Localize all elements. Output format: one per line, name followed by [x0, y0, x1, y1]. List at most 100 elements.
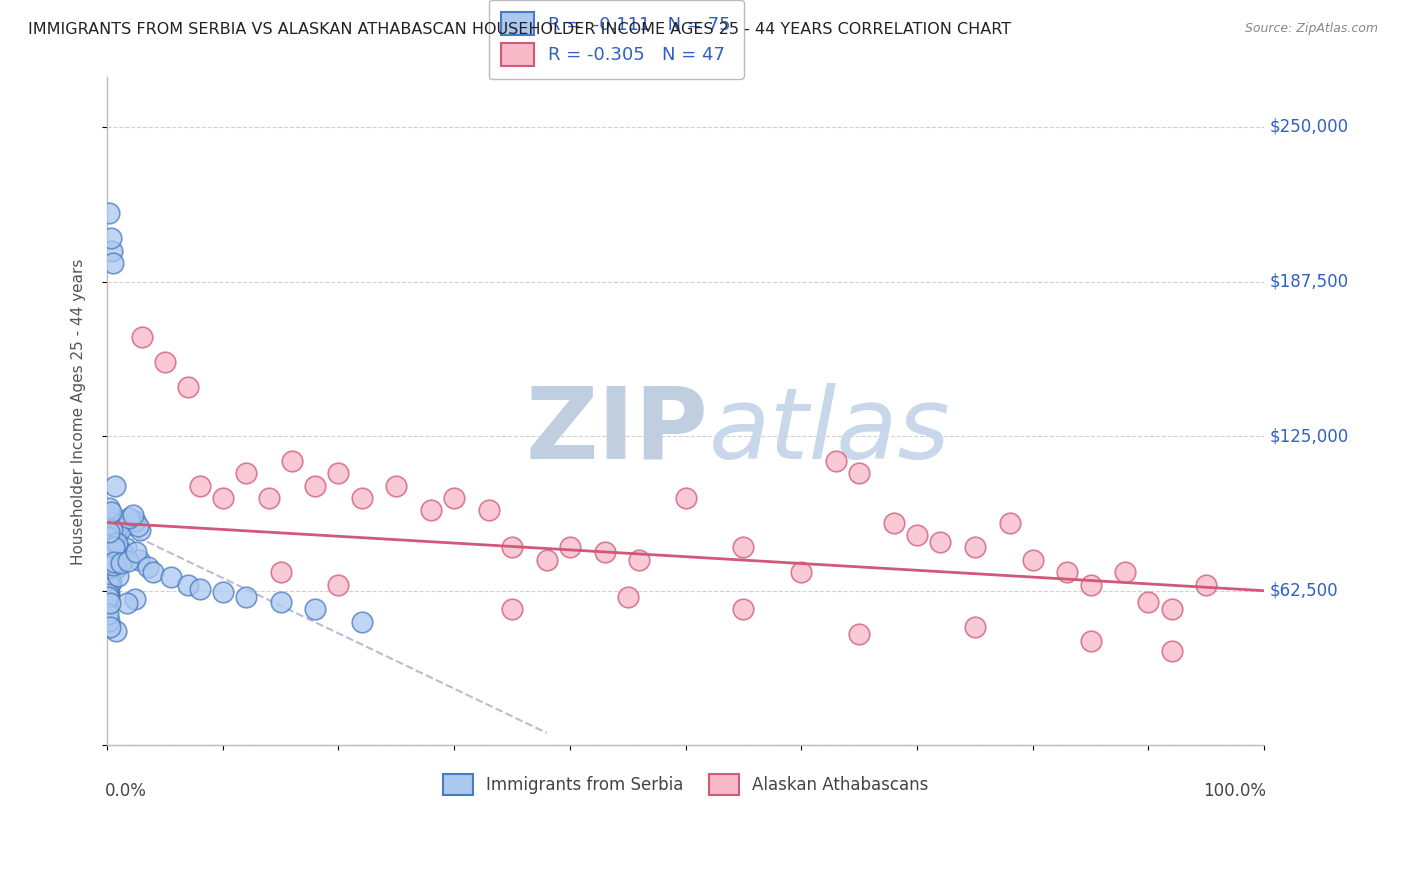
Point	[1160, 602, 1182, 616]
Point	[883, 516, 905, 530]
Point	[443, 491, 465, 505]
Point	[142, 565, 165, 579]
Point	[100, 561, 122, 575]
Point	[104, 478, 127, 492]
Point	[593, 545, 616, 559]
Point	[628, 553, 651, 567]
Point	[963, 541, 986, 555]
Text: $125,000: $125,000	[1270, 427, 1350, 445]
Point	[790, 565, 813, 579]
Point	[98, 564, 121, 578]
Point	[103, 558, 125, 572]
Point	[97, 551, 120, 566]
Text: atlas: atlas	[709, 383, 950, 480]
Point	[101, 510, 124, 524]
Point	[211, 585, 233, 599]
Point	[118, 511, 141, 525]
Point	[105, 536, 128, 550]
Point	[104, 528, 127, 542]
Point	[328, 466, 350, 480]
Text: Source: ZipAtlas.com: Source: ZipAtlas.com	[1244, 22, 1378, 36]
Point	[97, 573, 120, 587]
Point	[733, 602, 755, 616]
Point	[211, 491, 233, 505]
Point	[350, 491, 373, 505]
Point	[536, 553, 558, 567]
Point	[675, 491, 697, 505]
Point	[98, 596, 121, 610]
Point	[97, 536, 120, 550]
Text: $187,500: $187,500	[1270, 272, 1348, 291]
Point	[188, 478, 211, 492]
Point	[101, 516, 124, 531]
Point	[270, 565, 292, 579]
Point	[98, 576, 121, 591]
Point	[128, 523, 150, 537]
Point	[103, 558, 125, 572]
Point	[117, 554, 139, 568]
Point	[97, 585, 120, 599]
Point	[270, 595, 292, 609]
Point	[98, 525, 121, 540]
Point	[100, 505, 122, 519]
Point	[1114, 565, 1136, 579]
Point	[478, 503, 501, 517]
Point	[304, 602, 326, 616]
Point	[127, 518, 149, 533]
Point	[110, 522, 132, 536]
Point	[104, 624, 127, 639]
Point	[101, 256, 124, 270]
Point	[98, 538, 121, 552]
Text: ZIP: ZIP	[526, 383, 709, 480]
Legend: Immigrants from Serbia, Alaskan Athabascans: Immigrants from Serbia, Alaskan Athabasc…	[434, 765, 936, 804]
Point	[107, 519, 129, 533]
Point	[98, 572, 121, 586]
Point	[100, 548, 122, 562]
Point	[328, 577, 350, 591]
Point	[100, 575, 122, 590]
Text: IMMIGRANTS FROM SERBIA VS ALASKAN ATHABASCAN HOUSEHOLDER INCOME AGES 25 - 44 YEA: IMMIGRANTS FROM SERBIA VS ALASKAN ATHABA…	[28, 22, 1011, 37]
Point	[100, 244, 122, 258]
Point	[115, 596, 138, 610]
Point	[103, 540, 125, 554]
Point	[235, 466, 257, 480]
Point	[110, 556, 132, 570]
Point	[1080, 577, 1102, 591]
Point	[97, 590, 120, 604]
Point	[107, 568, 129, 582]
Point	[1080, 634, 1102, 648]
Point	[616, 590, 638, 604]
Point	[159, 570, 181, 584]
Text: 0.0%: 0.0%	[105, 782, 146, 800]
Point	[97, 614, 120, 628]
Point	[929, 535, 952, 549]
Point	[108, 522, 131, 536]
Text: $250,000: $250,000	[1270, 118, 1348, 136]
Point	[501, 541, 523, 555]
Point	[733, 541, 755, 555]
Point	[100, 231, 122, 245]
Point	[350, 615, 373, 629]
Point	[1022, 553, 1045, 567]
Point	[420, 503, 443, 517]
Point	[177, 577, 200, 591]
Point	[98, 620, 121, 634]
Point	[281, 454, 304, 468]
Point	[114, 541, 136, 556]
Point	[104, 520, 127, 534]
Point	[235, 590, 257, 604]
Point	[97, 531, 120, 545]
Point	[122, 508, 145, 522]
Point	[963, 619, 986, 633]
Point	[98, 206, 121, 220]
Point	[104, 561, 127, 575]
Point	[304, 478, 326, 492]
Point	[104, 557, 127, 571]
Point	[136, 560, 159, 574]
Point	[97, 547, 120, 561]
Point	[385, 478, 408, 492]
Point	[825, 454, 848, 468]
Point	[1137, 595, 1160, 609]
Point	[97, 587, 120, 601]
Point	[131, 330, 153, 344]
